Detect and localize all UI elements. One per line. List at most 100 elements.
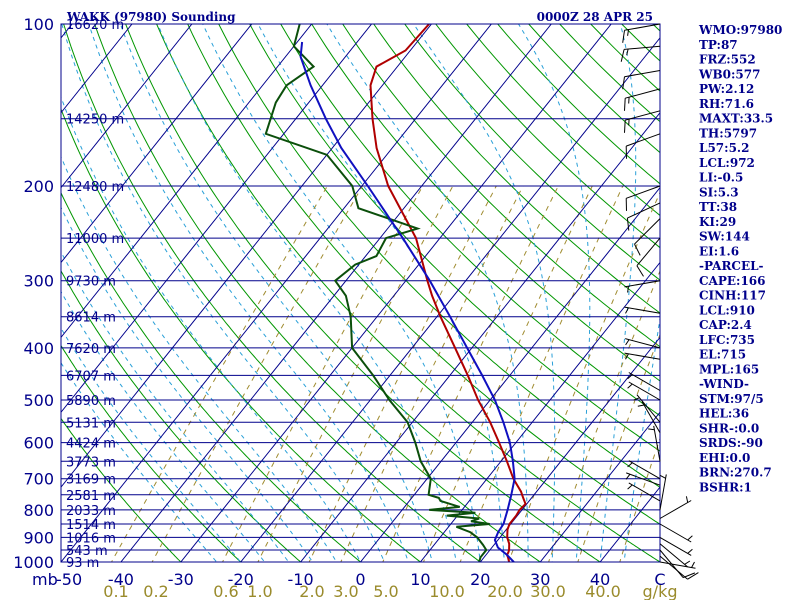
wind-barb-half-flag (648, 428, 655, 431)
station-title: WAKK (97980) Sounding (66, 10, 236, 24)
height-label: 7620 m (66, 342, 116, 357)
pressure-tick-label: 900 (23, 528, 54, 547)
isobars (61, 23, 660, 563)
height-label: 14250 m (66, 113, 124, 128)
pressure-tick-label: 700 (23, 470, 54, 489)
height-label: 1016 m (66, 531, 116, 546)
wind-barb (624, 110, 661, 133)
mixing-ratio-line (151, 185, 363, 562)
dry-adiabat (61, 344, 242, 562)
wind-barb-half-flag (627, 383, 633, 389)
index-item: EL:715 (699, 348, 746, 362)
index-item: SW:144 (699, 230, 750, 244)
isotherm (539, 411, 660, 562)
moist-adiabat (518, 24, 591, 562)
index-item: CAP:2.4 (699, 318, 752, 332)
pressure-tick-label: 400 (23, 339, 54, 358)
height-label: 9730 m (66, 275, 116, 290)
wind-barb-half-flag (627, 374, 633, 380)
mixing-ratio-label: 2.0 (299, 582, 324, 600)
parcel-profile (299, 41, 516, 562)
dry-adiabat (61, 269, 302, 562)
sounding-profiles (264, 24, 527, 562)
mixing-ratio-label: 40.0 (585, 582, 621, 600)
mixing-ratio-line (110, 185, 328, 562)
moist-adiabat (88, 24, 409, 562)
index-item: FRZ:552 (699, 53, 756, 67)
wind-barb (659, 496, 692, 519)
temperature-tick-label: -40 (108, 570, 134, 589)
moist-adiabat (119, 24, 433, 562)
height-label: 11000 m (66, 232, 124, 247)
height-label: 8614 m (66, 311, 116, 326)
wind-barb-half-flag (627, 484, 633, 490)
index-item: SHR-:0.0 (699, 421, 759, 435)
wind-barb (659, 561, 696, 569)
index-item: HEL:36 (699, 407, 749, 421)
wind-barb-staff (641, 401, 661, 433)
wind-barb-half-flag (625, 307, 629, 314)
height-label: 3773 m (66, 455, 116, 470)
indices-panel: WMO:97980TP:87FRZ:552WB0:577PW:2.12RH:71… (698, 23, 782, 494)
wind-barb (625, 133, 661, 159)
isotherms (61, 24, 660, 562)
temperature-tick-label: -30 (168, 570, 194, 589)
wind-barb (625, 472, 661, 486)
height-label: 543 m (66, 544, 108, 559)
wind-barb (627, 372, 661, 391)
wind-barb-half-flag (627, 286, 629, 293)
wind-barb-staff (628, 381, 661, 401)
mixing-ratio-line (257, 185, 454, 562)
mixing-ratio-line (459, 185, 624, 562)
mixing-ratio-label: 0.1 (103, 582, 128, 600)
wind-barb (622, 23, 661, 43)
wind-barb (659, 555, 699, 580)
isotherm (61, 24, 193, 189)
index-item: WMO:97980 (698, 23, 782, 37)
mixing-ratio-line (422, 185, 593, 562)
index-item: KI:29 (699, 215, 736, 229)
wind-barb (659, 474, 667, 510)
wind-barb-half-flag (691, 561, 695, 568)
wind-barb (625, 338, 661, 349)
mixing-ratio-line (548, 269, 660, 562)
isotherm (240, 37, 660, 562)
valid-time: 0000Z 28 APR 25 (537, 10, 653, 24)
wind-barb (659, 536, 693, 556)
wind-barb-half-flag (627, 29, 629, 36)
wind-barb (627, 460, 661, 480)
temperature-tick-label: 40 (590, 570, 610, 589)
wind-barb (622, 70, 661, 90)
dewpoint-profile (264, 24, 490, 562)
height-label: 12480 m (66, 180, 124, 195)
wind-barb (624, 352, 661, 360)
index-item: MPL:165 (699, 362, 759, 376)
wind-barb-half-flag (625, 473, 631, 480)
wind-barb-staff (628, 482, 661, 502)
index-item: LCL:910 (699, 303, 755, 317)
height-label: 16620 m (66, 18, 124, 33)
mixing-ratio-label: 30.0 (530, 582, 566, 600)
wind-barb (624, 280, 661, 293)
temperature-profile (369, 24, 527, 562)
pressure-tick-label: 200 (23, 177, 54, 196)
mixing-ratio-label: 3.0 (333, 582, 358, 600)
pressure-tick-label: 800 (23, 501, 54, 520)
wind-barb-staff (627, 202, 661, 219)
mixing-ratio-label: 0.2 (143, 582, 168, 600)
wind-barb-flag (620, 49, 625, 62)
wind-barb (659, 543, 691, 568)
temperature-tick-label: -50 (56, 570, 82, 589)
temperature-tick-label: -20 (228, 570, 254, 589)
temperature-labels: -50 -40 -30 -20 -10 0 10 20 30 40 C (56, 570, 666, 589)
wind-barb-half-flag (625, 353, 629, 360)
wind-barb-staff (659, 555, 688, 580)
wind-barb-staff (659, 536, 692, 556)
wind-barb-half-flag (687, 535, 693, 541)
wind-barb-half-flag (637, 404, 645, 407)
wind-barb-staff (659, 543, 688, 568)
moist-adiabat (61, 250, 290, 562)
wind-barb-flag (624, 98, 626, 111)
mixing-ratio-lines (110, 185, 660, 562)
